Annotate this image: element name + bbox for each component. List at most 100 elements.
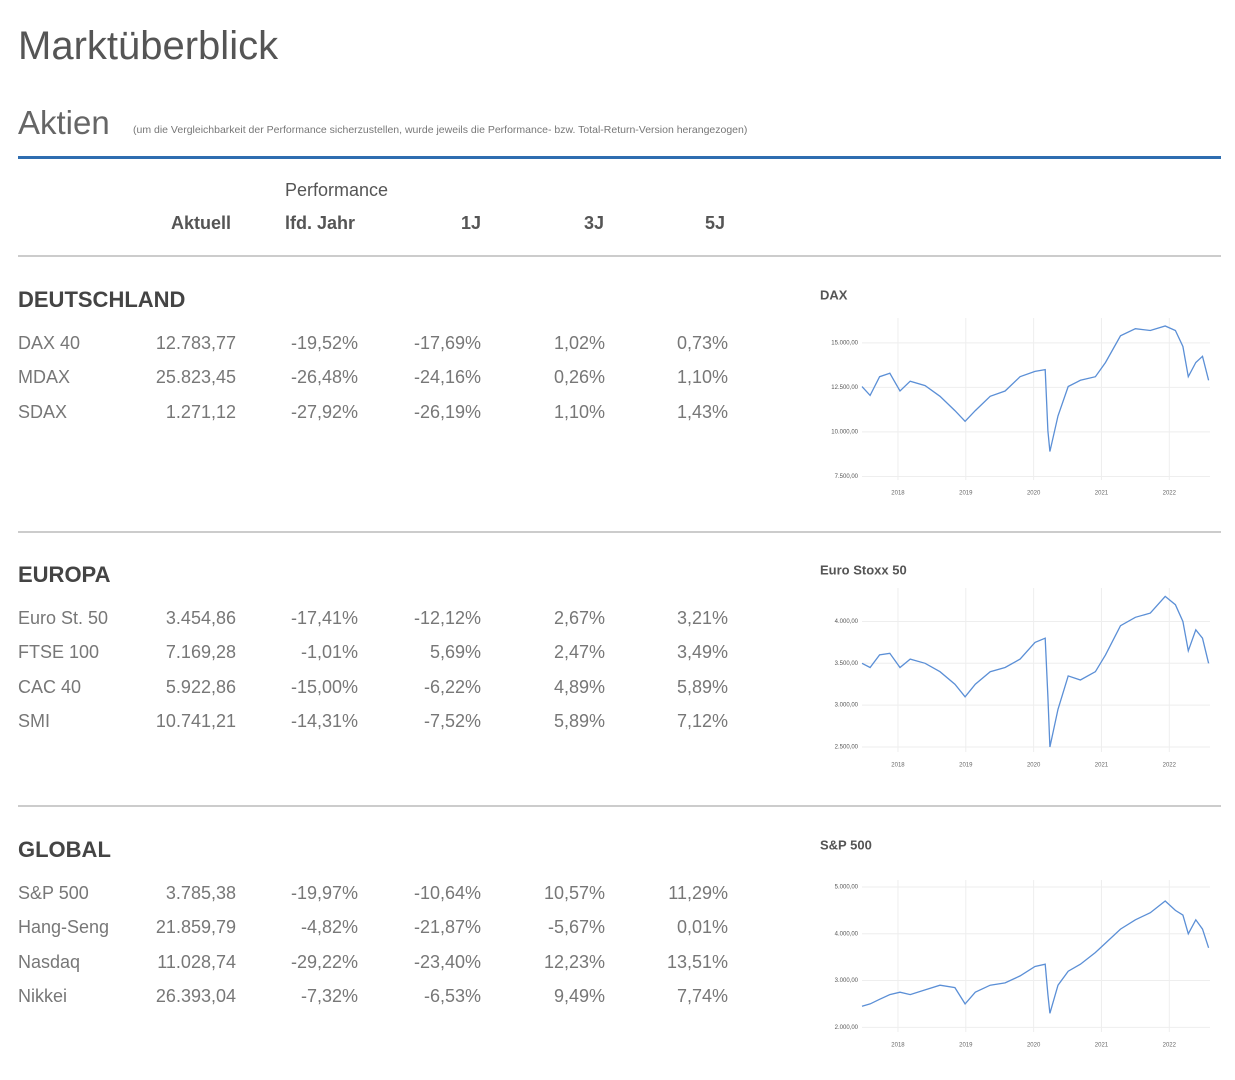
x-tick-label: 2022	[1163, 763, 1177, 769]
y-tick-label: 3.500,00	[835, 661, 859, 667]
y-tick-label: 3.000,00	[835, 703, 859, 709]
table-cell: -12,12%	[413, 608, 481, 628]
section-heading: EUROPA	[18, 562, 111, 587]
y-tick-label: 2.500,00	[835, 745, 859, 751]
table-cell: 11.028,74	[157, 951, 236, 972]
table-cell: 5.922,86	[165, 676, 236, 697]
table-cell: -4,82%	[300, 917, 358, 938]
table-cell: -29,22%	[290, 951, 358, 972]
table-cell: -5,67%	[547, 917, 605, 938]
y-tick-label: 4.000,00	[835, 931, 859, 937]
column-header: 1J	[460, 213, 481, 233]
table-cell: -17,41%	[290, 608, 358, 628]
x-tick-label: 2020	[1027, 491, 1041, 497]
table-cell: 12.783,77	[155, 333, 236, 353]
section-heading: DEUTSCHLAND	[18, 287, 186, 312]
column-header: 3J	[583, 213, 604, 233]
table-cell: 13,51%	[666, 951, 728, 972]
table-cell: 1,02%	[553, 333, 605, 353]
x-tick-label: 2020	[1027, 763, 1041, 769]
y-tick-label: 3.000,00	[835, 978, 859, 984]
column-header: lfd. Jahr	[285, 213, 356, 233]
index-name: Nasdaq	[18, 951, 81, 972]
x-tick-label: 2019	[959, 1043, 973, 1049]
table-cell: 5,89%	[676, 676, 728, 697]
index-name: Euro St. 50	[18, 608, 109, 628]
column-header: Aktuell	[170, 213, 231, 233]
x-tick-label: 2021	[1095, 491, 1109, 497]
subtitle: Aktien	[18, 104, 110, 141]
price-line	[861, 595, 1210, 748]
chart-title: DAX	[820, 287, 848, 302]
y-tick-label: 15.000,00	[831, 341, 858, 347]
column-header: 5J	[704, 213, 725, 233]
table-cell: 2,47%	[553, 642, 605, 663]
table-cell: 3.454,86	[165, 608, 236, 628]
table-cell: 26.393,04	[155, 985, 236, 1006]
table-cell: 2,67%	[553, 608, 605, 628]
index-name: Hang-Seng	[18, 917, 110, 938]
price-line	[861, 900, 1210, 1014]
index-name: FTSE 100	[18, 642, 100, 663]
x-tick-label: 2019	[959, 491, 973, 497]
divider	[18, 531, 1221, 533]
table-cell: -7,52%	[423, 710, 481, 731]
table-cell: -19,97%	[290, 883, 358, 903]
group-label: Performance	[285, 180, 389, 200]
x-tick-label: 2019	[959, 763, 973, 769]
table-cell: 7.169,28	[165, 642, 236, 663]
y-tick-label: 2.000,00	[835, 1025, 859, 1031]
y-tick-label: 7.500,00	[835, 474, 859, 480]
x-tick-label: 2022	[1163, 1043, 1177, 1049]
chart-title: Euro Stoxx 50	[820, 562, 907, 577]
table-cell: -27,92%	[290, 401, 358, 422]
index-name: SMI	[18, 710, 51, 731]
table-cell: -21,87%	[413, 917, 481, 938]
page-title: Marktüberblick	[18, 24, 279, 68]
section-heading: GLOBAL	[18, 837, 111, 862]
table-cell: 1,10%	[676, 367, 728, 388]
table-cell: 7,12%	[676, 710, 728, 731]
table-cell: -6,22%	[423, 676, 481, 697]
x-tick-label: 2021	[1095, 1043, 1109, 1049]
table-cell: -17,69%	[413, 333, 481, 353]
table-cell: -15,00%	[290, 676, 358, 697]
x-tick-label: 2018	[891, 763, 905, 769]
table-cell: 1.271,12	[165, 401, 236, 422]
index-name: S&P 500	[18, 883, 89, 903]
table-cell: 4,89%	[553, 676, 605, 697]
table-cell: -10,64%	[413, 883, 481, 903]
table-cell: -6,53%	[423, 985, 481, 1006]
table-cell: 10,57%	[543, 883, 605, 903]
table-cell: 0,26%	[553, 367, 605, 388]
table-cell: -14,31%	[290, 710, 358, 731]
table-cell: 3,49%	[676, 642, 728, 663]
table-cell: 21.859,79	[155, 917, 236, 938]
table-cell: 3.785,38	[165, 883, 236, 903]
y-tick-label: 10.000,00	[831, 430, 858, 436]
table-cell: 1,43%	[676, 401, 728, 422]
table-cell: -24,16%	[413, 367, 481, 388]
table-cell: 7,74%	[676, 985, 728, 1006]
index-name: Nikkei	[18, 985, 68, 1006]
table-cell: 0,73%	[676, 333, 728, 353]
x-tick-label: 2018	[891, 1043, 905, 1049]
table-cell: 10.741,21	[155, 710, 236, 731]
index-name: SDAX	[18, 401, 68, 422]
y-tick-label: 4.000,00	[835, 619, 859, 625]
table-cell: -7,32%	[300, 985, 358, 1006]
x-tick-label: 2022	[1163, 491, 1177, 497]
index-name: CAC 40	[18, 676, 82, 697]
table-cell: 9,49%	[553, 985, 605, 1006]
x-tick-label: 2018	[891, 491, 905, 497]
table-cell: 5,69%	[429, 642, 481, 663]
x-tick-label: 2020	[1027, 1043, 1041, 1049]
divider	[18, 255, 1221, 257]
index-name: DAX 40	[18, 333, 81, 353]
x-tick-label: 2021	[1095, 763, 1109, 769]
table-cell: 11,29%	[668, 883, 728, 903]
table-cell: -19,52%	[290, 333, 358, 353]
y-tick-label: 12.500,00	[831, 385, 858, 391]
